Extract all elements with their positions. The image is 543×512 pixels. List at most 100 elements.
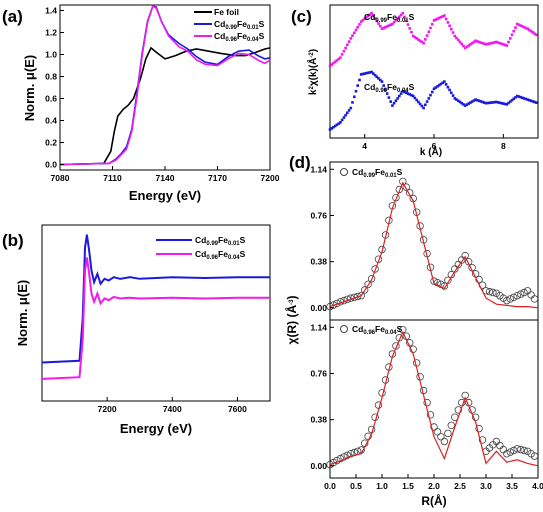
data-point: [430, 277, 438, 285]
d-y-tick-label: 0.38: [310, 257, 327, 267]
panel-c-label-cd096: Cd0.96Fe0.04S: [364, 82, 415, 94]
a-y-tick-label: 0.2: [45, 138, 57, 148]
data-point: [510, 98, 514, 102]
data-point: [351, 101, 354, 104]
a-y-tick-label: 1.2: [45, 28, 57, 38]
data-point: [503, 43, 507, 47]
data-point: [361, 72, 365, 76]
panel-a-xlabel: Energy (eV): [129, 188, 201, 203]
data-point: [418, 102, 422, 106]
a-y-tick-label: 0.8: [45, 72, 57, 82]
data-point: [471, 413, 480, 421]
data-point: [486, 42, 489, 46]
data-point: [499, 445, 507, 454]
data-point: [509, 100, 512, 103]
d-y-tick-label: 0.38: [310, 415, 327, 425]
data-point: [479, 100, 483, 103]
data-point: [437, 280, 445, 288]
data-point: [458, 40, 462, 44]
fit-line: [329, 330, 539, 467]
data-point: [370, 70, 373, 74]
data-point: [379, 24, 382, 28]
data-point: [420, 104, 424, 108]
data-point: [330, 63, 333, 66]
data-point: [437, 16, 441, 20]
data-point: [530, 295, 539, 303]
data-point: [521, 25, 524, 28]
data-point: [330, 127, 333, 130]
data-point: [370, 11, 373, 15]
data-point: [380, 80, 384, 83]
data-point: [453, 34, 457, 38]
data-point: [526, 98, 529, 101]
panel-b: (b) 7200 7400 7600 Energy (eV) Norm. μ(E) …: [2, 224, 271, 436]
data-point: [505, 103, 509, 106]
panel-b-ylabel: Norm. μ(E): [15, 280, 30, 346]
legend-d-bottom-marker: [340, 325, 348, 333]
data-point: [455, 98, 458, 101]
data-point: [481, 41, 484, 45]
data-point: [403, 15, 406, 19]
data-point: [398, 94, 401, 98]
data-point: [472, 40, 476, 44]
data-point: [347, 450, 355, 458]
data-point: [522, 97, 526, 100]
data-point: [405, 91, 408, 95]
d-y-tick-label: 0.00: [310, 303, 327, 313]
data-point: [422, 106, 425, 110]
b-x-tick-label: 7400: [163, 404, 182, 414]
data-point: [467, 44, 470, 47]
data-point: [475, 275, 483, 284]
data-point: [344, 46, 347, 50]
data-point: [512, 97, 515, 101]
data-point: [431, 22, 434, 26]
b-x-tick-label: 7200: [98, 404, 117, 414]
panel-c-points: [328, 11, 538, 131]
data-point: [336, 454, 345, 463]
data-point: [384, 88, 387, 91]
data-point: [470, 100, 474, 103]
data-point: [354, 89, 358, 93]
data-point: [399, 13, 403, 17]
panel-a-yticks: 0.0 0.2 0.4 0.6 0.8 1.0 1.2 1.4: [45, 6, 64, 170]
data-point: [430, 423, 438, 431]
data-point: [431, 90, 434, 94]
data-point: [462, 103, 465, 106]
data-point: [502, 43, 505, 46]
panel-d-top-legend: Cd0.99Fe0.01S: [340, 167, 403, 179]
data-point: [513, 445, 521, 453]
series-line: [59, 4, 271, 166]
legend-fe-foil: Fe foil: [214, 7, 239, 17]
data-point: [469, 101, 472, 104]
data-point: [415, 98, 418, 102]
data-point: [526, 27, 529, 31]
data-point: [333, 124, 337, 128]
data-point: [433, 428, 442, 436]
data-point: [365, 71, 368, 75]
data-point: [498, 101, 502, 105]
data-point: [410, 93, 413, 97]
data-point: [463, 104, 467, 107]
data-point: [479, 41, 483, 44]
data-point: [478, 436, 487, 444]
data-point: [357, 292, 365, 300]
data-point: [519, 95, 522, 99]
data-point: [448, 24, 451, 28]
panel-b-xticks: 7200 7400 7600: [98, 397, 247, 414]
b-x-tick-label: 7600: [228, 404, 247, 414]
data-point: [503, 450, 511, 458]
data-point: [493, 100, 496, 104]
data-point: [520, 288, 528, 297]
a-y-tick-label: 0.6: [45, 94, 57, 104]
data-point: [531, 100, 535, 103]
data-point: [347, 109, 351, 112]
data-point: [337, 122, 340, 125]
data-point: [382, 84, 385, 87]
data-point: [354, 292, 362, 301]
data-point: [488, 42, 491, 45]
data-point: [510, 293, 518, 301]
data-point: [359, 20, 363, 23]
data-point: [413, 96, 417, 100]
panel-d-label: (d): [289, 153, 311, 172]
